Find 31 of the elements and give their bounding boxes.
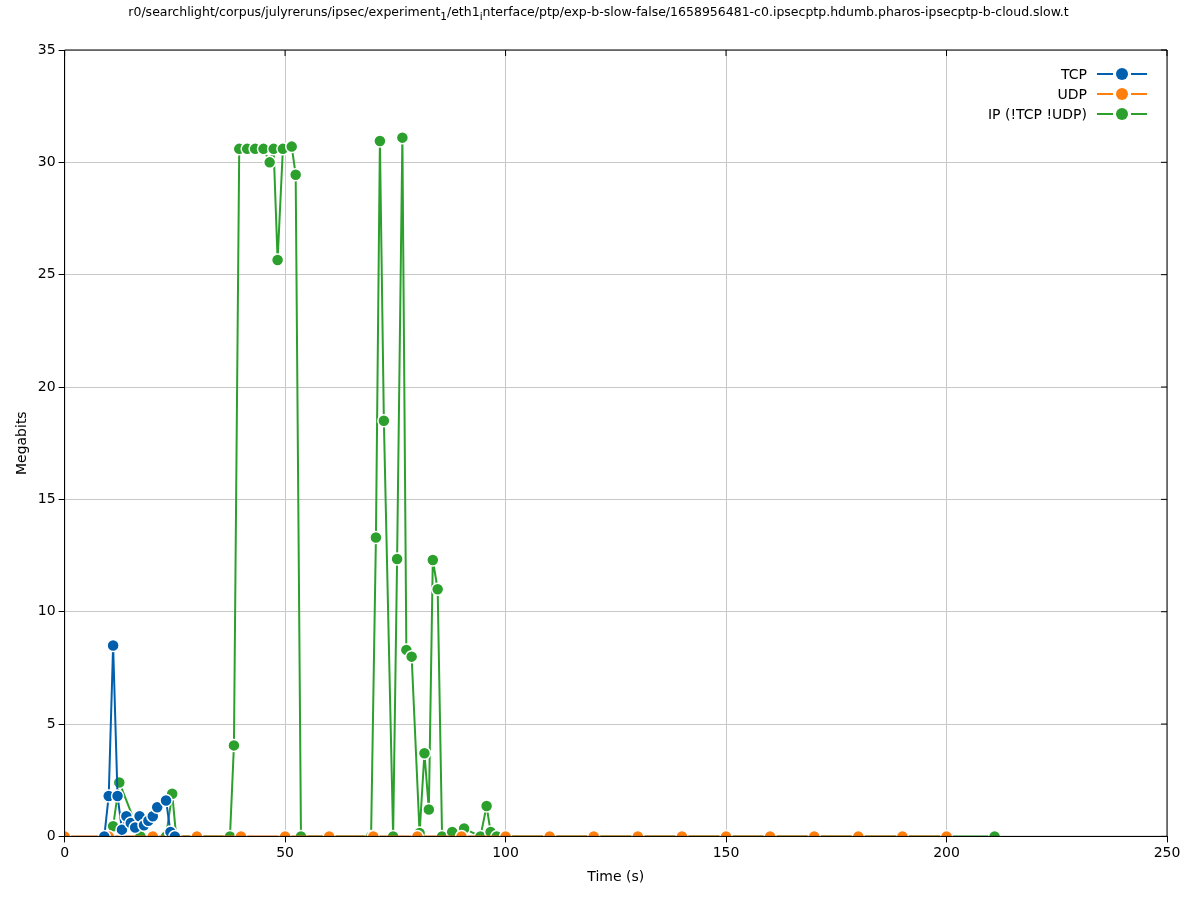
- x-tick-label: 250: [1153, 844, 1181, 861]
- point: [288, 167, 303, 182]
- x-tick-label: 50: [276, 844, 295, 861]
- y-tick-label: 10: [37, 602, 56, 619]
- point: [426, 553, 440, 567]
- x-tick-label: 100: [492, 844, 519, 861]
- x-axis-title: Time (s): [586, 868, 645, 885]
- point: [373, 134, 387, 148]
- chart-title: r0/searchlight/corpus/julyreruns/ipsec/experiment$_{1}$/eth1$_{i}$nterface/ptp/exp-b-slow-false/1658956481-c0.ipsecptp.hdumb.pharos-ipsecptp-b-cloud.slow.t: [127, 4, 1070, 22]
- legend-label: UDP: [1057, 86, 1087, 102]
- y-tick-label: 25: [37, 265, 56, 282]
- point: [430, 582, 445, 596]
- y-axis-title: Megabits: [13, 411, 30, 476]
- y-tick-label: 0: [46, 827, 56, 844]
- point: [390, 552, 404, 566]
- point: [284, 139, 299, 154]
- x-tick-label: 0: [60, 844, 70, 861]
- point: [262, 155, 277, 170]
- y-tick-label: 20: [37, 377, 56, 394]
- legend-label: TCP: [1061, 66, 1087, 82]
- x-tick-label: 200: [933, 844, 960, 861]
- point: [395, 130, 410, 145]
- point: [270, 253, 285, 267]
- y-tick-label: 5: [46, 714, 56, 731]
- y-tick-label: 30: [37, 152, 56, 169]
- y-tick-label: 35: [37, 40, 56, 57]
- point: [377, 413, 391, 428]
- y-tick-label: 15: [37, 490, 56, 507]
- point: [369, 530, 383, 545]
- legend-label: IP (!TCP !UDP): [987, 106, 1087, 122]
- x-tick-label: 150: [712, 844, 740, 861]
